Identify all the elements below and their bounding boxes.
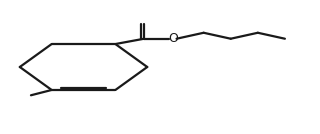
Text: O: O	[168, 32, 178, 45]
